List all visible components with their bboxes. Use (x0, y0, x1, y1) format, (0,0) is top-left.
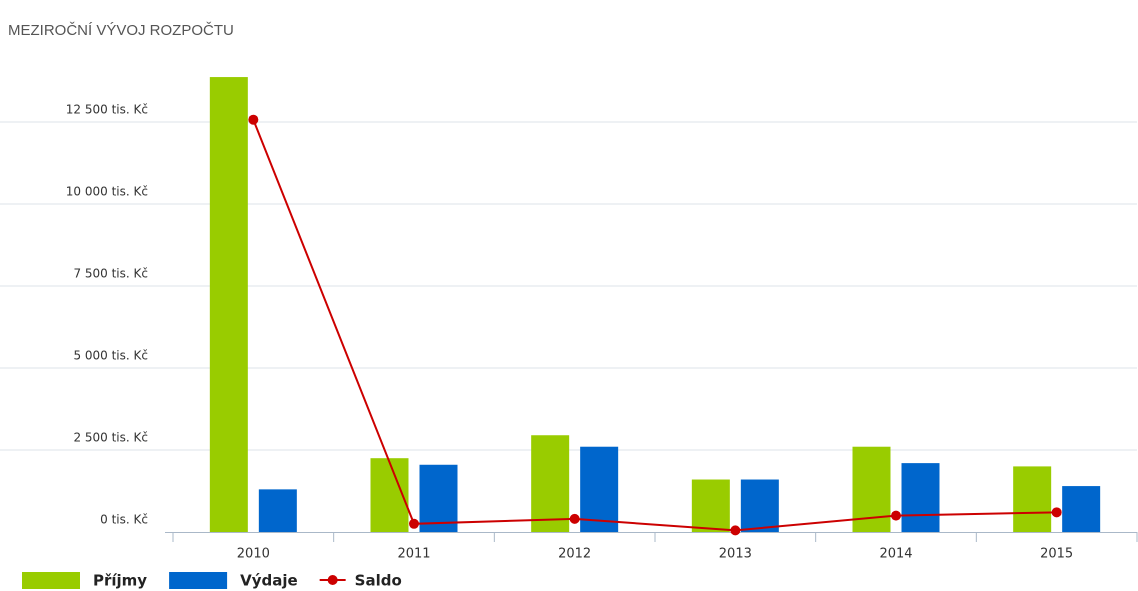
legend-swatch (22, 572, 80, 589)
x-tick-label: 2012 (558, 547, 591, 562)
bar (531, 435, 570, 532)
y-tick-label: 2 500 tis. Kč (73, 431, 148, 445)
legend-swatch (169, 572, 228, 589)
point (891, 510, 901, 521)
point (409, 518, 419, 529)
y-tick-label: 12 500 tis. Kč (66, 103, 148, 117)
x-tick-label: 2011 (397, 547, 430, 562)
bar (580, 446, 619, 532)
point (1051, 507, 1062, 518)
bar (901, 463, 940, 532)
line (252, 119, 1057, 532)
point (248, 114, 259, 125)
x-tick-label: 2010 (237, 547, 270, 562)
bar (691, 479, 730, 532)
legend-swatch (327, 575, 338, 585)
bar (1062, 486, 1101, 532)
y-tick-label: 10 000 tis. Kč (66, 185, 148, 199)
x-tick-label: 2015 (1040, 547, 1073, 562)
point (730, 525, 741, 536)
x-tick-label: 2014 (879, 547, 912, 562)
bar (209, 77, 248, 533)
chart-title: MEZIROČNÍ VÝVOJ ROZPOČTU (8, 22, 234, 39)
legend-label: Výdaje (240, 572, 298, 590)
legend-label: Příjmy (93, 572, 147, 590)
bar (740, 479, 779, 532)
point (569, 513, 580, 524)
legend-label: Saldo (355, 572, 402, 590)
y-tick-label: 5 000 tis. Kč (73, 349, 148, 363)
y-tick-label: 7 500 tis. Kč (73, 267, 148, 281)
x-tick-label: 2013 (719, 547, 752, 562)
bar (419, 464, 458, 532)
bar (1013, 466, 1052, 532)
bar (258, 489, 297, 532)
y-tick-label: 0 tis. Kč (100, 513, 148, 527)
